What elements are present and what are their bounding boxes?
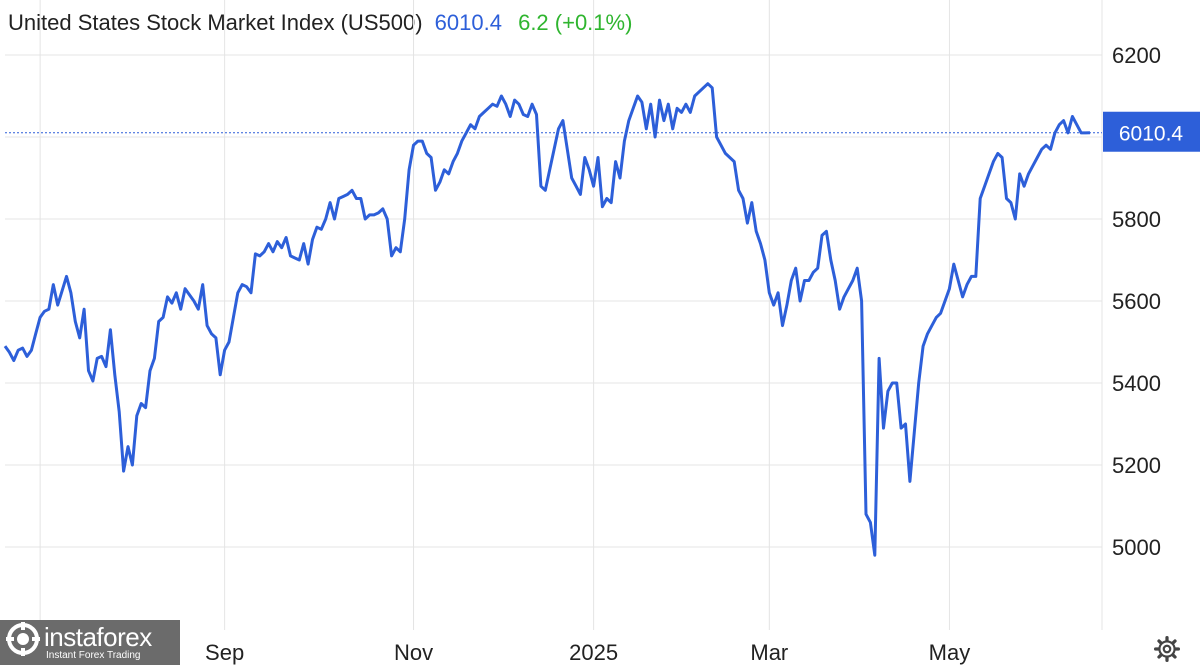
watermark-tagline: Instant Forex Trading [46,650,141,661]
price-series-line [3,82,1091,557]
y-tick-label: 5000 [1112,535,1161,560]
y-tick-label: 5400 [1112,371,1161,396]
x-tick-label: Mar [750,640,788,665]
x-tick-label: 2025 [569,640,618,665]
gear-icon[interactable] [1154,636,1180,662]
instaforex-watermark: instaforex Instant Forex Trading [0,620,180,665]
x-tick-label: Sep [205,640,244,665]
y-tick-label: 5600 [1112,289,1161,314]
x-tick-label: Nov [394,640,433,665]
y-tick-label: 5200 [1112,453,1161,478]
badge-layer: 6010.4 [1103,111,1200,152]
current-price: 6010.4 [434,10,502,35]
watermark-brand: instaforex [44,622,152,652]
y-tick-label: 5800 [1112,207,1161,232]
grid-layer [5,0,1103,630]
last-price-badge [1103,111,1200,152]
chart-title: United States Stock Market Index (US500) [8,10,423,35]
x-tick-label: May [929,640,971,665]
series-layer [3,82,1102,557]
last-price-badge-label: 6010.4 [1119,123,1184,146]
price-change: 6.2 (+0.1%) [518,10,633,35]
chart-title-bar: United States Stock Market Index (US500)… [8,10,632,36]
y-tick-label: 6200 [1112,43,1161,68]
instaforex-logo-icon [6,622,40,656]
